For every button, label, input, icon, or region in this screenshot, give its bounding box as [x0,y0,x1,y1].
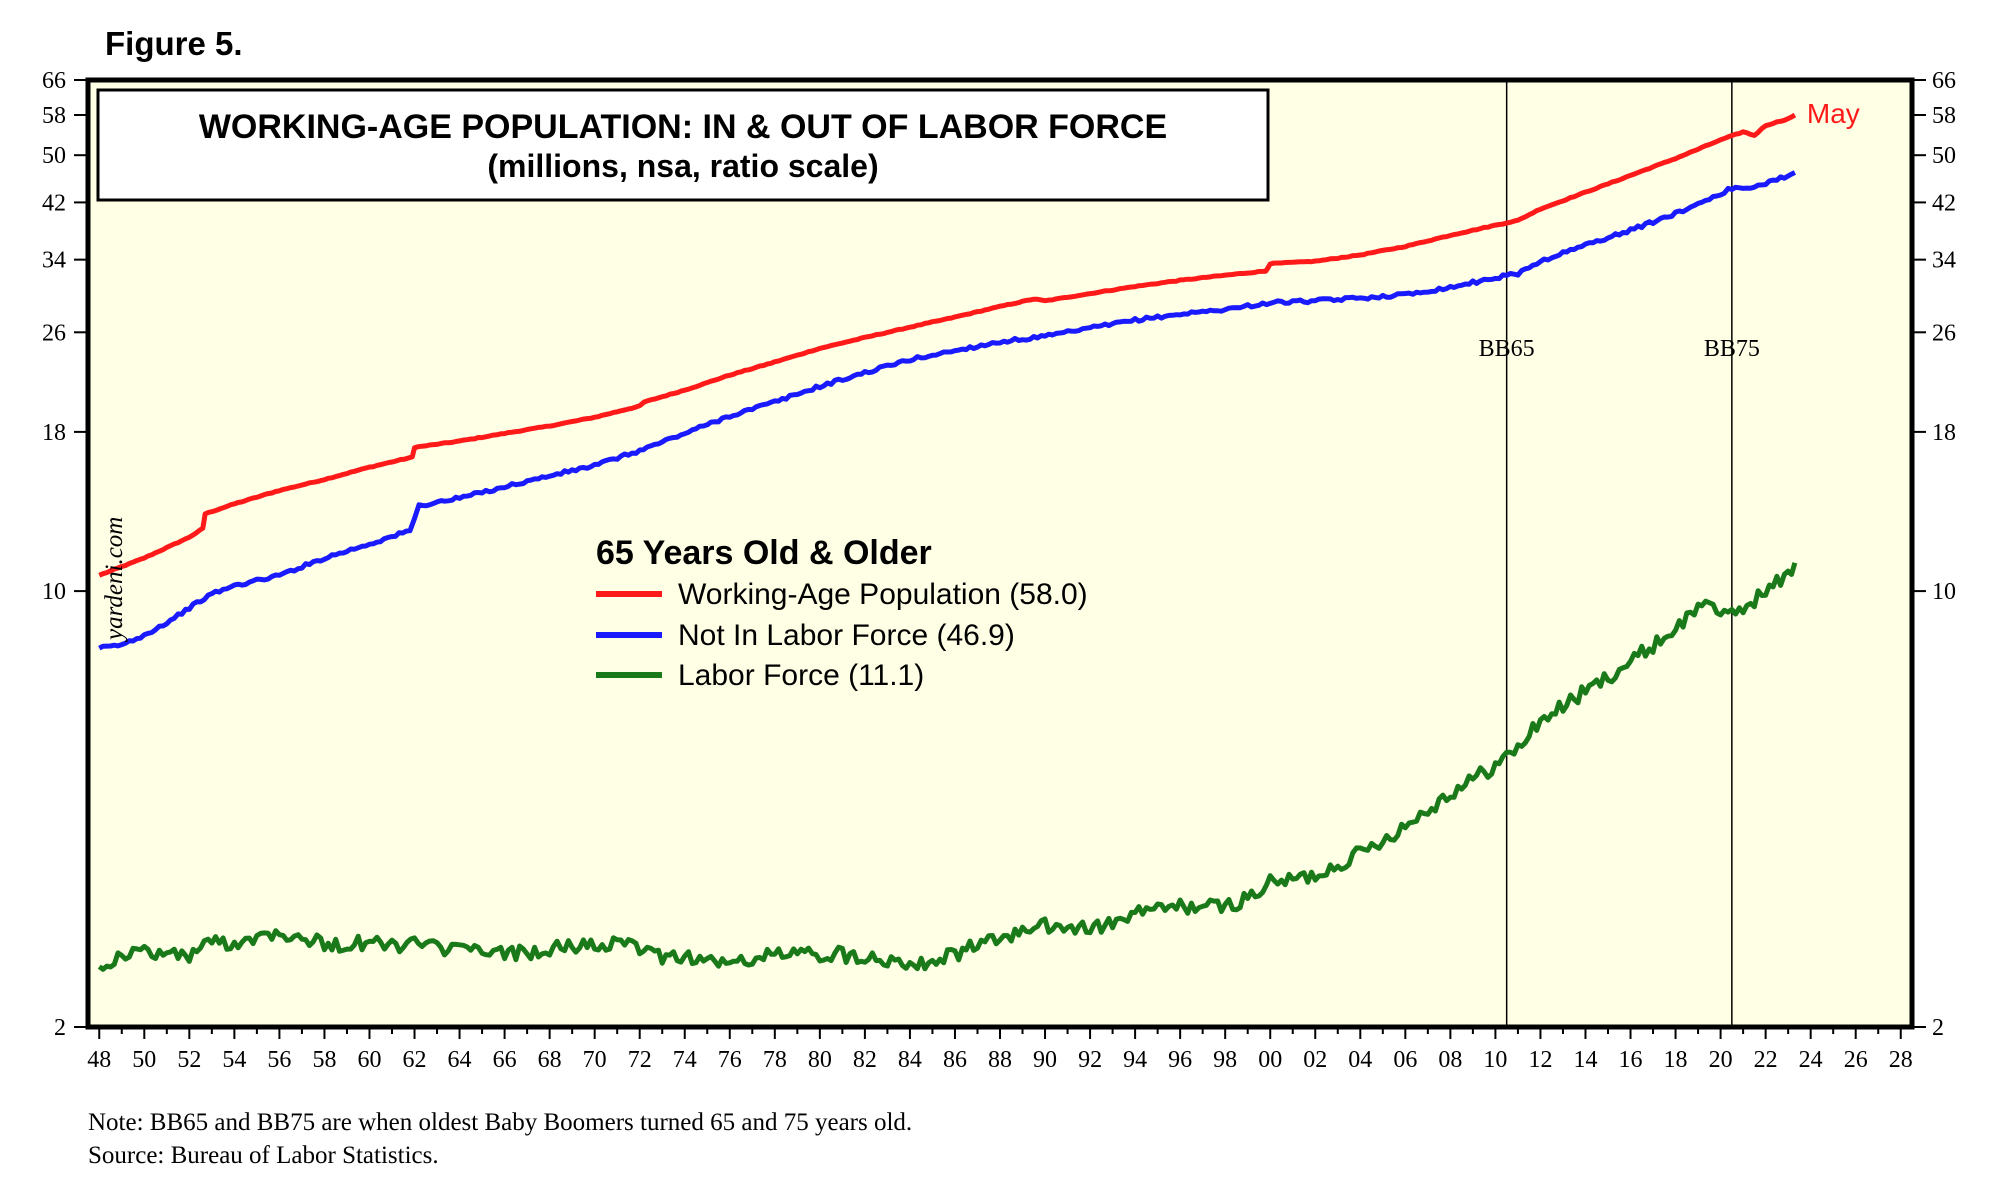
x-tick-label-98: 98 [1213,1047,1237,1073]
x-tick-label-58: 58 [312,1047,336,1073]
watermark: yardeni.com [101,517,128,643]
y-tick-label-right-58: 58 [1932,103,1956,129]
chart-title: WORKING-AGE POPULATION: IN & OUT OF LABO… [199,108,1167,146]
x-tick-label-64: 64 [448,1047,472,1073]
y-tick-label-right-18: 18 [1932,420,1956,446]
legend-label-working-age: Working-Age Population (58.0) [678,578,1088,611]
legend-title: 65 Years Old & Older [596,534,932,572]
y-tick-label-left-66: 66 [42,68,66,94]
x-tick-label-84: 84 [898,1047,922,1073]
x-tick-label-56: 56 [267,1047,291,1073]
figure-label: Figure 5. [105,25,243,62]
vline-label-bb75: BB75 [1704,336,1760,362]
x-tick-label-82: 82 [853,1047,877,1073]
y-tick-label-right-2: 2 [1932,1015,1944,1041]
x-tick-label-16: 16 [1619,1047,1643,1073]
legend-label-labor-force: Labor Force (11.1) [678,659,924,692]
x-tick-label-24: 24 [1799,1047,1823,1073]
y-tick-label-left-34: 34 [42,248,66,274]
x-tick-label-20: 20 [1709,1047,1733,1073]
y-tick-label-right-10: 10 [1932,579,1956,605]
y-tick-label-right-26: 26 [1932,320,1956,346]
x-tick-label-02: 02 [1303,1047,1327,1073]
x-tick-label-76: 76 [718,1047,742,1073]
x-tick-label-92: 92 [1078,1047,1102,1073]
end-label-may: May [1807,98,1860,129]
y-tick-label-left-18: 18 [42,420,66,446]
x-tick-label-50: 50 [132,1047,156,1073]
x-tick-label-52: 52 [177,1047,201,1073]
plot-area [88,80,1912,1027]
x-tick-label-86: 86 [943,1047,967,1073]
x-tick-label-66: 66 [493,1047,517,1073]
note-text: Note: BB65 and BB75 are when oldest Baby… [88,1109,912,1136]
x-tick-label-88: 88 [988,1047,1012,1073]
x-tick-label-62: 62 [403,1047,427,1073]
legend-label-not-in-labor-force: Not In Labor Force (46.9) [678,619,1015,652]
y-tick-label-left-42: 42 [42,190,66,216]
x-tick-label-10: 10 [1483,1047,1507,1073]
title-box [96,88,1270,202]
x-tick-label-78: 78 [763,1047,787,1073]
vline-label-bb65: BB65 [1479,336,1535,362]
x-tick-label-14: 14 [1573,1047,1597,1073]
x-tick-label-08: 08 [1438,1047,1462,1073]
x-tick-label-22: 22 [1754,1047,1778,1073]
x-tick-label-28: 28 [1889,1047,1913,1073]
series-line-working-age-population [98,112,1797,578]
x-tick-label-80: 80 [808,1047,832,1073]
series-line-labor-force [97,562,1798,972]
y-tick-label-left-50: 50 [42,143,66,169]
y-tick-label-left-26: 26 [42,320,66,346]
source-text: Source: Bureau of Labor Statistics. [88,1142,439,1169]
legend: 65 Years Old & Older Working-Age Populat… [596,534,1088,692]
y-tick-label-left-10: 10 [42,579,66,605]
x-tick-label-04: 04 [1348,1047,1372,1073]
x-tick-label-90: 90 [1033,1047,1057,1073]
y-tick-label-right-34: 34 [1932,248,1956,274]
y-tick-label-right-66: 66 [1932,68,1956,94]
x-tick-label-70: 70 [583,1047,607,1073]
chart-subtitle: (millions, nsa, ratio scale) [487,148,878,184]
x-tick-label-54: 54 [222,1047,246,1073]
x-tick-label-00: 00 [1258,1047,1282,1073]
x-tick-label-68: 68 [538,1047,562,1073]
x-tick-label-48: 48 [87,1047,111,1073]
y-tick-label-right-42: 42 [1932,190,1956,216]
x-tick-label-60: 60 [357,1047,381,1073]
y-tick-label-left-58: 58 [42,103,66,129]
x-tick-label-26: 26 [1844,1047,1868,1073]
x-tick-label-12: 12 [1528,1047,1552,1073]
x-tick-label-72: 72 [628,1047,652,1073]
x-tick-label-96: 96 [1168,1047,1192,1073]
x-tick-label-74: 74 [673,1047,697,1073]
y-tick-label-right-50: 50 [1932,143,1956,169]
series-line-not-in-labor-force [98,170,1796,651]
y-tick-label-left-2: 2 [54,1015,66,1041]
x-tick-label-94: 94 [1123,1047,1147,1073]
x-tick-label-06: 06 [1393,1047,1417,1073]
x-tick-label-18: 18 [1664,1047,1688,1073]
